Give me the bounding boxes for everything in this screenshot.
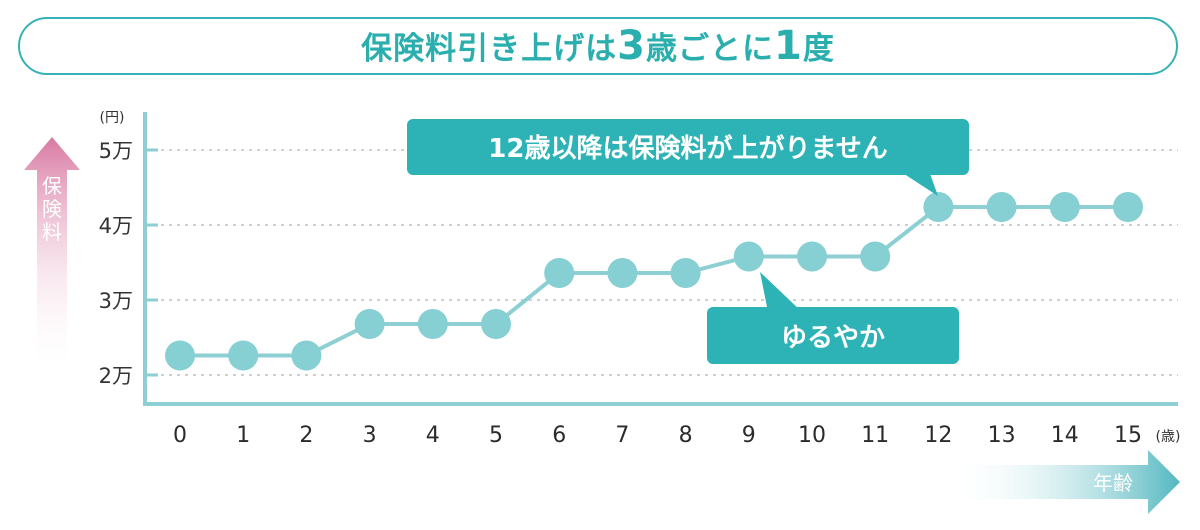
x-tick-label: 3 [363,423,377,448]
data-point [923,192,954,222]
y-tick-label: 3万 [99,289,133,313]
y-axis-arrow: 保険料 [24,137,80,375]
y-tick-label: 2万 [99,364,133,388]
callout-mid: ゆるやか [707,272,959,364]
callout-top-text: 12歳以降は保険料が上がりません [488,133,887,164]
axes [143,112,1178,406]
data-point [354,309,385,339]
data-point [291,340,322,371]
callout-mid-text: ゆるやか [781,323,885,353]
title-part: 歳ごとに [646,31,774,67]
x-tick-label: 13 [988,423,1016,448]
x-tick-label: 15 [1114,423,1142,448]
x-tick-label: 9 [742,423,756,448]
data-point [733,241,764,272]
x-tick-label: 10 [798,423,826,448]
x-tick-label: 14 [1051,423,1079,448]
data-point [165,340,195,371]
x-axis-arrow-label: 年齢 [1093,471,1133,495]
x-tick-label: 5 [489,423,503,448]
y-tick-labels: 2万 3万 4万 5万 [99,139,133,388]
data-point [544,258,575,288]
data-point [1049,192,1080,222]
title-part: 保険料引き上げは [361,31,618,67]
title-part: 度 [802,31,835,67]
x-unit-label: (歳) [1156,429,1181,445]
data-point [860,241,891,272]
gridlines [145,148,1178,377]
callout-top: 12歳以降は保険料が上がりません [407,119,969,196]
chart-title-box: 保険料引き上げは3歳ごとに1度 [18,17,1178,75]
title-number: 3 [617,23,646,69]
x-tick-label: 12 [924,423,952,448]
x-tick-label: 1 [236,423,250,448]
series-line [180,205,1128,358]
x-tick-label: 0 [173,423,187,448]
title-number: 1 [774,23,803,69]
x-tick-label: 4 [426,423,440,448]
x-tick-label: 6 [552,423,566,448]
data-point [607,258,638,288]
data-point [797,241,827,272]
data-point [481,309,511,339]
data-point [670,258,701,288]
y-axis-arrow-label: 保険料 [42,174,62,244]
x-tick-label: 2 [299,423,313,448]
data-point [986,192,1017,222]
x-tick-label: 8 [679,423,693,448]
x-axis-arrow: 年齢 [948,450,1180,514]
data-point [1113,192,1143,222]
x-tick-label: 7 [615,423,629,448]
y-tick-label: 4万 [99,214,133,238]
y-tick-label: 5万 [99,139,133,163]
data-point [417,309,448,339]
x-tick-labels: 0 1 2 3 4 5 6 7 8 9 10 11 12 13 14 15 [173,423,1142,448]
series-markers [165,192,1143,371]
y-unit-label: (円) [100,110,125,126]
data-point [228,340,259,371]
chart-title: 保険料引き上げは3歳ごとに1度 [361,23,835,69]
x-tick-label: 11 [861,423,889,448]
